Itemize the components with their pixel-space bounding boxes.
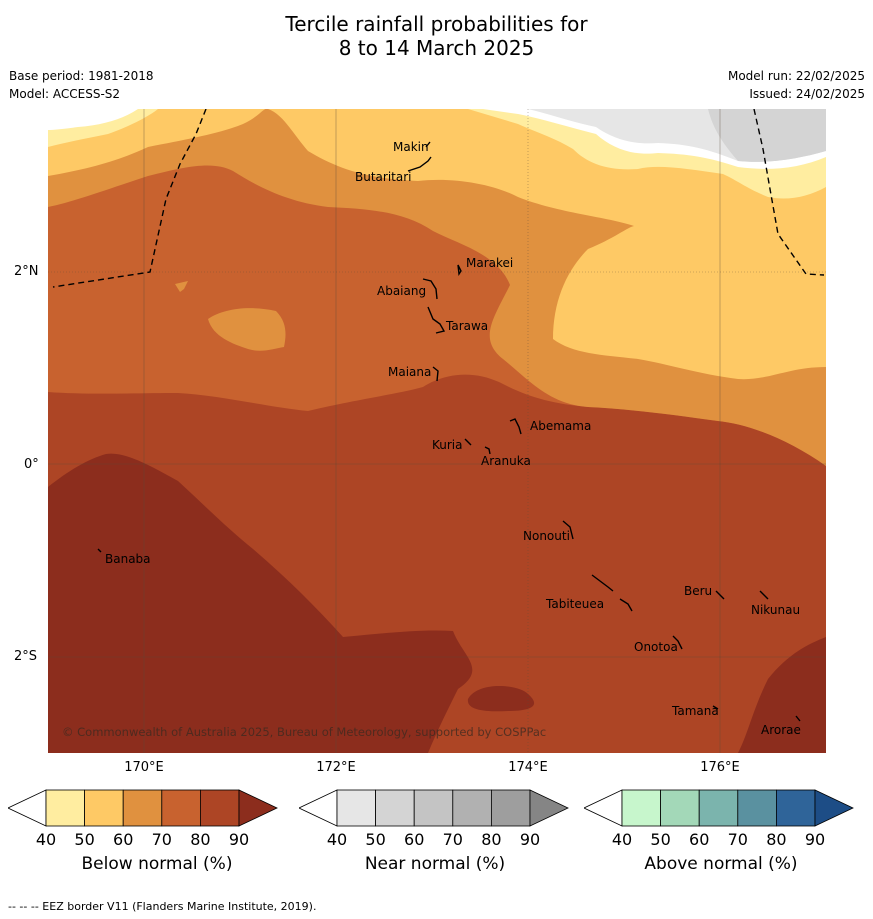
place-label-maiana: Maiana: [388, 365, 431, 379]
zone-60-dot: [175, 281, 188, 292]
colorbar-tick-label: 40: [36, 830, 56, 849]
model-name: Model: ACCESS-S2: [9, 87, 121, 101]
colorbar-tick-label: 80: [481, 830, 501, 849]
place-label-aranuka: Aranuka: [481, 454, 531, 468]
meta-right: Model run: 22/02/2025 Issued: 24/02/2025: [728, 67, 865, 103]
colorbar-extend-high: [238, 789, 278, 827]
colorbar-extend-high: [814, 789, 854, 827]
colorbar-tick-label: 90: [520, 830, 540, 849]
colorbar-extend-low: [584, 789, 623, 827]
place-label-nonouti: Nonouti: [523, 529, 570, 543]
colorbar-tick-label: 50: [365, 830, 385, 849]
colorbar-extend-low: [299, 789, 338, 827]
colorbar-swatch: [45, 789, 85, 827]
zone-60-island: [208, 308, 286, 351]
place-label-nikunau: Nikunau: [751, 603, 800, 617]
model-run: Model run: 22/02/2025: [727, 69, 865, 83]
place-label-tabiteuea: Tabiteuea: [545, 597, 604, 611]
title-line-2: 8 to 14 March 2025: [338, 36, 535, 60]
colorbar-tick-label: 90: [229, 830, 249, 849]
colorbar-swatch: [698, 789, 739, 827]
zone-50-below: [48, 109, 826, 380]
place-label-makin: Makin: [393, 140, 429, 154]
colorbar-swatch: [737, 789, 777, 827]
colorbar-swatch: [452, 789, 492, 827]
lat-tick-2s: 2°S: [14, 649, 38, 664]
colorbar-tick-label: 50: [74, 830, 94, 849]
footnote-eez: -- -- -- EEZ border V11 (Flanders Marine…: [8, 900, 317, 913]
colorbar-above-normal: 40 50 60 70 80 90: [584, 789, 854, 849]
colorbar-tick-label: 40: [327, 830, 347, 849]
colorbar-tick-label: 40: [612, 830, 632, 849]
colorbar-tick-label: 60: [404, 830, 424, 849]
colorbar-tick-label: 60: [113, 830, 133, 849]
graticule: [48, 109, 826, 753]
colorbar-extend-high: [529, 789, 569, 827]
place-label-marakei: Marakei: [466, 256, 513, 270]
title-line-1: Tercile rainfall probabilities for: [285, 12, 588, 36]
place-label-kuria: Kuria: [432, 438, 463, 452]
lon-tick-176e: 176°E: [700, 760, 740, 775]
lon-tick-172e: 172°E: [316, 760, 356, 775]
colorbar-swatch: [660, 789, 700, 827]
colorbar-swatch: [775, 789, 816, 827]
colorbar-tick-label: 90: [805, 830, 825, 849]
colorbar-swatch: [375, 789, 415, 827]
colorbar-label-below: Below normal (%): [81, 854, 233, 874]
zone-90-patch: [467, 685, 535, 712]
place-label-beru: Beru: [684, 584, 712, 598]
colorbar-swatch: [122, 789, 163, 827]
lon-tick-174e: 174°E: [508, 760, 548, 775]
colorbar-swatch: [161, 789, 201, 827]
colorbar-tick-label: 60: [689, 830, 709, 849]
copyright-text: © Commonwealth of Australia 2025, Bureau…: [62, 725, 546, 739]
place-label-banaba: Banaba: [105, 552, 151, 566]
colorbar-near-normal: 40 50 60 70 80 90: [299, 789, 569, 849]
colorbar-swatch: [413, 789, 454, 827]
place-label-butaritari: Butaritari: [355, 170, 412, 184]
islands: [97, 141, 801, 722]
map-title: Tercile rainfall probabilities for 8 to …: [0, 12, 873, 60]
eez-border: [52, 109, 825, 288]
base-period: Base period: 1981-2018: [9, 69, 154, 83]
place-label-tarawa: Tarawa: [445, 319, 488, 333]
lat-tick-2n: 2°N: [14, 264, 39, 279]
colorbar-label-above: Above normal (%): [644, 854, 798, 874]
colorbar-swatch: [621, 789, 661, 827]
meta-left: Base period: 1981-2018 Model: ACCESS-S2: [9, 67, 154, 103]
colorbar-swatch: [199, 789, 240, 827]
zone-white-left: [48, 109, 138, 130]
place-label-tamana: Tamana: [671, 704, 719, 718]
colorbar-tick-label: 50: [650, 830, 670, 849]
place-label-arorae: Arorae: [761, 723, 801, 737]
colorbar-tick-label: 70: [152, 830, 172, 849]
zone-near-50: [708, 109, 826, 162]
colorbar-extend-low: [8, 789, 47, 827]
rainfall-map: Makin Butaritari Marakei Abaiang Tarawa …: [48, 109, 826, 753]
colorbar-tick-label: 70: [443, 830, 463, 849]
colorbar-tick-label: 70: [728, 830, 748, 849]
colorbar-swatch: [490, 789, 531, 827]
place-label-onotoa: Onotoa: [634, 640, 678, 654]
place-label-abemama: Abemama: [530, 419, 591, 433]
colorbar-tick-label: 80: [190, 830, 210, 849]
place-labels: Makin Butaritari Marakei Abaiang Tarawa …: [105, 140, 801, 737]
colorbar-tick-label: 80: [766, 830, 786, 849]
colorbar-swatch: [336, 789, 376, 827]
colorbar-swatch: [84, 789, 124, 827]
lon-tick-170e: 170°E: [124, 760, 164, 775]
place-label-abaiang: Abaiang: [377, 284, 426, 298]
issued-date: Issued: 24/02/2025: [749, 87, 865, 101]
colorbar-label-near: Near normal (%): [364, 854, 506, 874]
lat-tick-0: 0°: [24, 457, 39, 472]
colorbar-below-normal: 40 50 60 70 80 90: [8, 789, 278, 849]
